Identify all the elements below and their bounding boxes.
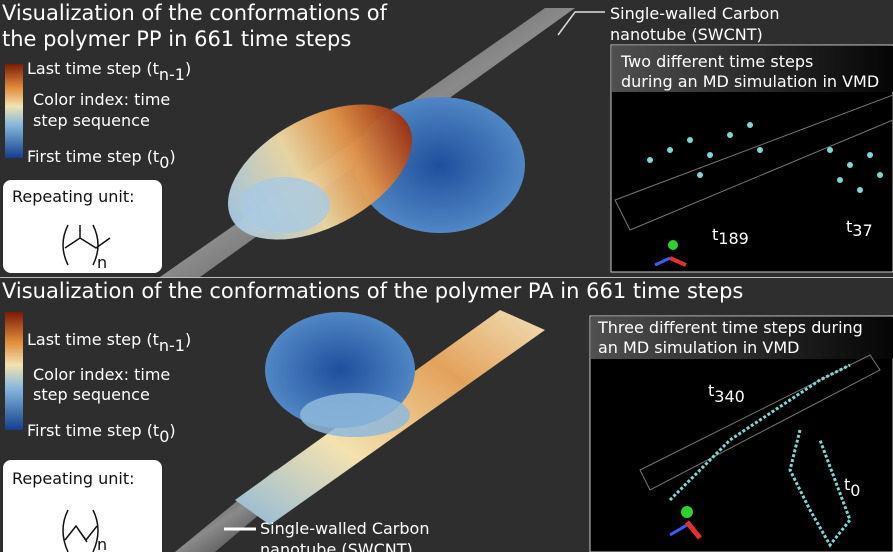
axis-glyph [669,523,688,537]
subscript: 0 [159,427,169,446]
molecules [647,122,883,193]
subscript: 37 [852,221,872,240]
top-panel: Visualization of the conformations of th… [2,1,893,277]
repeating-unit-label: Repeating unit: [12,187,135,206]
t: t [844,475,850,494]
label: Last time step (t [27,330,159,349]
colorbar-top-label: Last time step (tn-1) [27,59,191,84]
t: t [708,381,714,400]
inset-nanotube [639,354,881,491]
inset-title: Two different time steps [620,52,813,71]
axis-glyph [668,240,678,250]
suffix: ) [185,330,191,349]
title: the polymer PP in 661 time steps [2,27,351,51]
colorbar [5,64,23,158]
nanotube-label: Single-walled Carbon [610,4,779,23]
axis-glyph [654,256,671,267]
inset-title: during an MD simulation in VMD [621,72,879,91]
subscript: 189 [718,229,749,248]
label: First time step (t [27,421,159,440]
inset-title: Three different time steps during [597,318,863,337]
axis-glyph [669,256,687,267]
repeating-unit-n: n [97,535,107,552]
bottom-panel: Visualization of the conformations of th… [2,279,893,552]
colorbar-note: Color index: time [33,90,170,109]
title: Visualization of the conformations of th… [2,279,743,303]
time-label: t37 [846,217,873,240]
suffix: ) [169,421,175,440]
leader-line [557,11,605,36]
inset-title: an MD simulation in VMD [598,338,799,357]
subscript: 340 [714,387,745,406]
label: First time step (t [27,147,159,166]
repeating-unit-box [3,460,162,552]
conformation-cloud [300,393,410,437]
repeating-unit-label: Repeating unit: [12,469,135,488]
colorbar [5,312,23,430]
subscript: n-1 [159,336,185,355]
subscript: 0 [850,481,860,500]
inset-header [612,46,893,92]
t: t [712,225,718,244]
colorbar-top-label: Last time step (tn-1) [27,330,191,355]
suffix: ) [169,147,175,166]
suffix: ) [185,59,191,78]
axis-glyph [681,506,693,518]
nanotube-label: nanotube (SWCNT) [260,540,413,552]
molecule [788,429,852,548]
title: Visualization of the conformations of [2,1,388,25]
repeating-unit-n: n [97,253,107,272]
subscript: n-1 [159,65,185,84]
colorbar-note: step sequence [33,385,150,404]
conformation-cloud [240,177,330,233]
structure-formula [62,509,99,552]
nanotube-label: Single-walled Carbon [260,519,429,538]
molecule [668,363,851,502]
colorbar-bottom-label: First time step (t0) [27,421,176,446]
t: t [846,217,852,236]
subscript: 0 [159,153,169,172]
nanotube-label: nanotube (SWCNT) [610,25,763,44]
inset-nanotube [614,94,893,231]
axis-glyph [685,520,702,540]
repeating-unit-box [3,180,162,273]
time-label: t189 [712,225,749,248]
colorbar-bottom-label: First time step (t0) [27,147,176,172]
inset-header [591,317,893,359]
colorbar-note: Color index: time [33,365,170,384]
time-label: t0 [844,475,860,500]
structure-formula [62,224,111,266]
time-label: t340 [708,381,745,406]
colorbar-note: step sequence [33,111,150,130]
label: Last time step (t [27,59,159,78]
